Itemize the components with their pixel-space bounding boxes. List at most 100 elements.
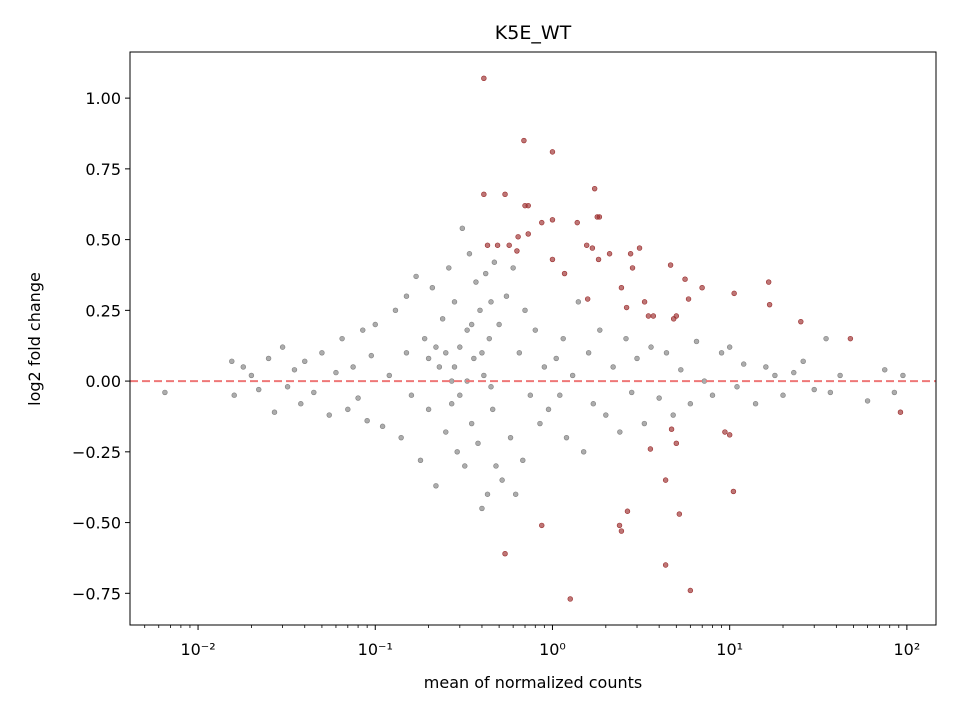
point [798, 318, 804, 325]
point [687, 587, 694, 594]
point [417, 457, 424, 464]
point [499, 477, 505, 483]
point [413, 273, 419, 280]
point [512, 491, 519, 497]
point [392, 307, 399, 314]
y-tick-label: 0.50 [85, 231, 121, 250]
point [560, 335, 566, 342]
point [271, 409, 278, 415]
point [457, 344, 463, 350]
point [800, 358, 806, 364]
point [900, 372, 906, 379]
point [623, 304, 630, 311]
x-tick-label: 10¹ [716, 640, 743, 659]
point [624, 508, 631, 514]
point [897, 409, 904, 415]
point [589, 245, 596, 251]
point [291, 367, 298, 373]
y-tick-label: 0.00 [85, 372, 121, 391]
point [429, 285, 436, 291]
point [772, 372, 778, 379]
point [439, 316, 446, 322]
point [575, 299, 582, 305]
point [685, 296, 692, 302]
point [584, 296, 591, 302]
point [350, 364, 356, 370]
point [481, 75, 487, 82]
point [256, 386, 262, 393]
point [673, 440, 680, 447]
point [479, 505, 485, 512]
point [596, 214, 603, 220]
point [443, 429, 449, 435]
point [662, 562, 669, 568]
x-tick-label: 10² [893, 640, 920, 659]
point [479, 350, 485, 356]
point [333, 369, 339, 376]
point [610, 364, 616, 370]
point [490, 406, 496, 413]
point [522, 307, 528, 314]
point [752, 401, 759, 407]
point [663, 350, 670, 356]
point [484, 491, 491, 497]
point [699, 285, 705, 291]
point [488, 299, 494, 305]
point [459, 225, 466, 231]
point [451, 364, 458, 370]
point [502, 550, 508, 557]
x-tick-label: 10⁻¹ [358, 640, 393, 659]
point [471, 355, 477, 362]
point [483, 270, 489, 277]
point [481, 372, 487, 379]
point [731, 290, 737, 297]
point [368, 352, 375, 359]
point [462, 463, 468, 469]
point [446, 265, 452, 271]
point [521, 137, 527, 144]
point [425, 355, 432, 362]
point [722, 429, 728, 435]
point [298, 401, 304, 407]
point [726, 432, 733, 438]
point [319, 350, 325, 356]
point [541, 364, 548, 370]
point [364, 418, 370, 424]
point [532, 327, 538, 333]
point [709, 392, 716, 398]
point [618, 528, 625, 534]
point [549, 256, 556, 263]
point [372, 321, 378, 328]
y-tick-label: 1.00 [85, 89, 121, 108]
point [847, 335, 854, 342]
point [741, 361, 747, 367]
point [488, 384, 494, 390]
point [493, 463, 499, 469]
point [240, 364, 246, 370]
point [502, 191, 508, 198]
point [563, 434, 570, 441]
point [477, 307, 483, 314]
point [539, 522, 545, 529]
point [443, 350, 449, 356]
point [537, 420, 543, 427]
point [515, 234, 521, 240]
point [248, 372, 255, 379]
point [229, 358, 235, 364]
point [676, 511, 683, 517]
point [864, 398, 871, 404]
point [734, 384, 740, 390]
point [360, 327, 366, 333]
point [606, 251, 613, 257]
point [730, 488, 737, 495]
plot-frame [129, 51, 937, 626]
point [549, 149, 556, 155]
point [525, 231, 531, 237]
point [837, 372, 843, 379]
y-tick-label: −0.50 [72, 514, 121, 533]
point [553, 355, 559, 362]
x-tick-label: 10⁻² [180, 640, 215, 659]
y-tick-label: 0.75 [85, 160, 121, 179]
point [433, 344, 439, 350]
point [484, 242, 491, 248]
